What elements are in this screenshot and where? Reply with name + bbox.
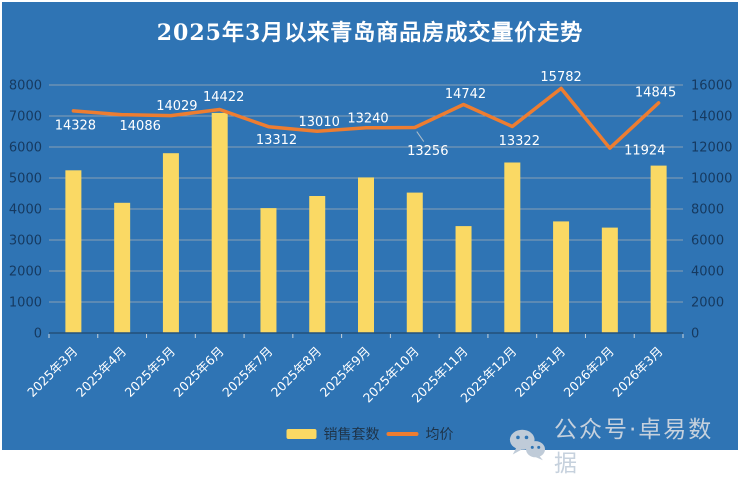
left-axis-tick-label: 6000 (9, 141, 42, 156)
line-data-label: 14422 (203, 90, 244, 105)
bar (406, 192, 423, 333)
bar (553, 221, 570, 333)
right-axis-tick-label: 8000 (691, 203, 724, 218)
x-axis-category-label: 2026年3月 (609, 344, 665, 400)
bar (358, 177, 374, 333)
bar (211, 112, 228, 334)
line-data-label: 13010 (299, 115, 340, 130)
left-axis-tick-label: 1000 (9, 296, 42, 311)
right-axis-labels: 0 2000 4000 6000 8000 10000 12000 14000 16000 (691, 79, 732, 342)
left-axis-tick-label: 7000 (9, 110, 42, 125)
right-axis-tick-label: 14000 (691, 110, 732, 125)
line-data-label: 14086 (120, 119, 161, 134)
line-data-label: 14328 (55, 118, 96, 133)
line-data-label: 13240 (347, 111, 388, 126)
left-axis-tick-label: 4000 (9, 203, 42, 218)
brand-footer: 公众号·卓易数据 (508, 410, 738, 478)
x-axis-labels: 2025年3月2025年4月2025年5月2025年6月2025年7月2025年… (24, 344, 666, 406)
x-axis-category-label: 2025年8月 (268, 344, 324, 400)
line-data-label: 14845 (635, 85, 676, 100)
price-line (71, 86, 661, 150)
x-axis-category-label: 2025年6月 (170, 344, 226, 400)
right-axis-tick-label: 4000 (691, 265, 724, 280)
wechat-icon (509, 429, 546, 460)
legend-bar-swatch-icon (286, 429, 317, 439)
bar (162, 153, 179, 333)
right-axis-tick-label: 2000 (691, 296, 724, 311)
line-data-label: 11924 (624, 144, 665, 159)
line-data-label: 15782 (540, 70, 581, 85)
left-axis-tick-label: 2000 (9, 265, 42, 280)
left-axis-tick-label: 8000 (9, 79, 42, 94)
label-leader-line (416, 131, 425, 142)
bar (309, 196, 326, 333)
bar (650, 165, 667, 333)
x-axis-category-label: 2025年7月 (219, 344, 275, 400)
brand-name: 公众号·卓易数据 (553, 417, 714, 477)
x-axis-category-label: 2025年4月 (73, 344, 129, 400)
x-axis-category-label: 2025年3月 (24, 344, 80, 400)
legend-bar-label: 销售套数 (323, 427, 380, 443)
bar (65, 170, 82, 334)
bar (455, 226, 472, 333)
bar (504, 162, 521, 333)
bar (601, 227, 618, 333)
combo-chart: 0 1000 2000 3000 4000 5000 6000 7000 8000 0 2000 40… (9, 70, 732, 406)
x-axis-category-label: 2026年1月 (512, 344, 568, 400)
line-data-label: 13256 (407, 144, 448, 159)
x-axis-category-label: 2025年5月 (122, 344, 178, 400)
left-axis-tick-label: 0 (34, 327, 42, 342)
chart-title: 2025年3月以来青岛商品房成交量价走势 (156, 20, 584, 46)
line-data-label: 14742 (445, 87, 486, 102)
right-axis-tick-label: 12000 (691, 141, 732, 156)
left-axis-labels: 0 1000 2000 3000 4000 5000 6000 7000 8000 (9, 79, 42, 342)
left-axis-tick-label: 5000 (9, 172, 42, 187)
line-data-label: 14029 (156, 99, 197, 114)
left-axis-tick-label: 3000 (9, 234, 42, 249)
right-axis-tick-label: 0 (691, 327, 699, 342)
legend-line-swatch-icon (386, 432, 419, 436)
bar (260, 208, 277, 333)
x-axis (48, 332, 684, 338)
legend: 销售套数 均价 (286, 424, 454, 444)
bar (114, 202, 131, 333)
right-axis-tick-label: 6000 (691, 234, 724, 249)
x-axis-category-label: 2026年2月 (561, 344, 617, 400)
bars (65, 112, 667, 334)
line-data-label: 13312 (256, 133, 297, 148)
line-data-label: 13322 (499, 134, 540, 149)
right-axis-tick-label: 10000 (691, 172, 732, 187)
right-axis-tick-label: 16000 (691, 79, 732, 94)
legend-line-label: 均价 (425, 427, 454, 443)
